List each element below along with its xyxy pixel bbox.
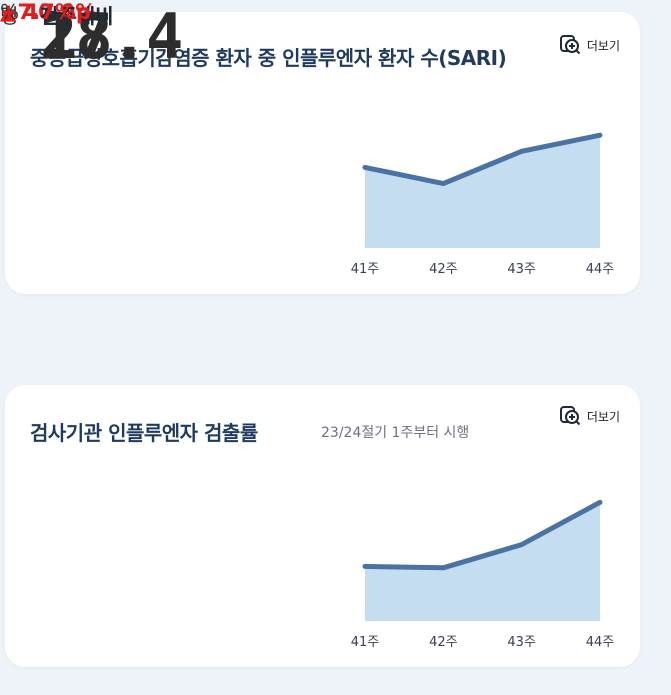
x-tick-label: 43주	[507, 262, 536, 275]
compare-label: 전주대비	[40, 4, 114, 28]
more-button[interactable]: 더보기	[559, 405, 620, 427]
compare-label: 전주대비	[40, 4, 114, 28]
detection-trend-chart: 41주 42주 43주 44주	[351, 499, 615, 648]
card-subtitle: 23/24절기 1주부터 시행	[321, 425, 470, 441]
x-tick-label: 42주	[429, 262, 458, 275]
patient-count-value: 28	[40, 0, 113, 73]
zoom-plus-icon	[559, 34, 581, 56]
series-line	[362, 499, 603, 571]
detection-rate-value: 17.4	[40, 0, 183, 73]
more-label: 더보기	[586, 38, 620, 53]
x-tick-label: 43주	[507, 635, 536, 648]
sari-trend-chart: 41주 42주 43주 44주	[351, 132, 615, 275]
card-title: 검사기관 인플루엔자 검출률	[30, 421, 258, 445]
x-tick-label: 41주	[351, 635, 380, 648]
x-tick-label: 42주	[429, 635, 458, 648]
x-tick-label: 41주	[351, 262, 380, 275]
compare-value: +7.7%p	[0, 0, 91, 24]
detection-rate-unit: %	[0, 0, 20, 24]
more-label: 더보기	[586, 409, 620, 424]
card-title: 중증급성호흡기감염증 환자 중 인플루엔자 환자 수(SARI)	[30, 46, 507, 70]
series-line	[362, 132, 603, 187]
chart-area	[365, 502, 600, 621]
patient-count-unit: 명	[0, 4, 19, 28]
compare-value: ▲ 40.0%	[0, 0, 97, 24]
chart-area	[365, 135, 600, 248]
more-button[interactable]: 더보기	[559, 34, 620, 56]
x-tick-label: 44주	[586, 262, 615, 275]
x-tick-label: 44주	[586, 635, 615, 648]
zoom-plus-icon	[559, 405, 581, 427]
